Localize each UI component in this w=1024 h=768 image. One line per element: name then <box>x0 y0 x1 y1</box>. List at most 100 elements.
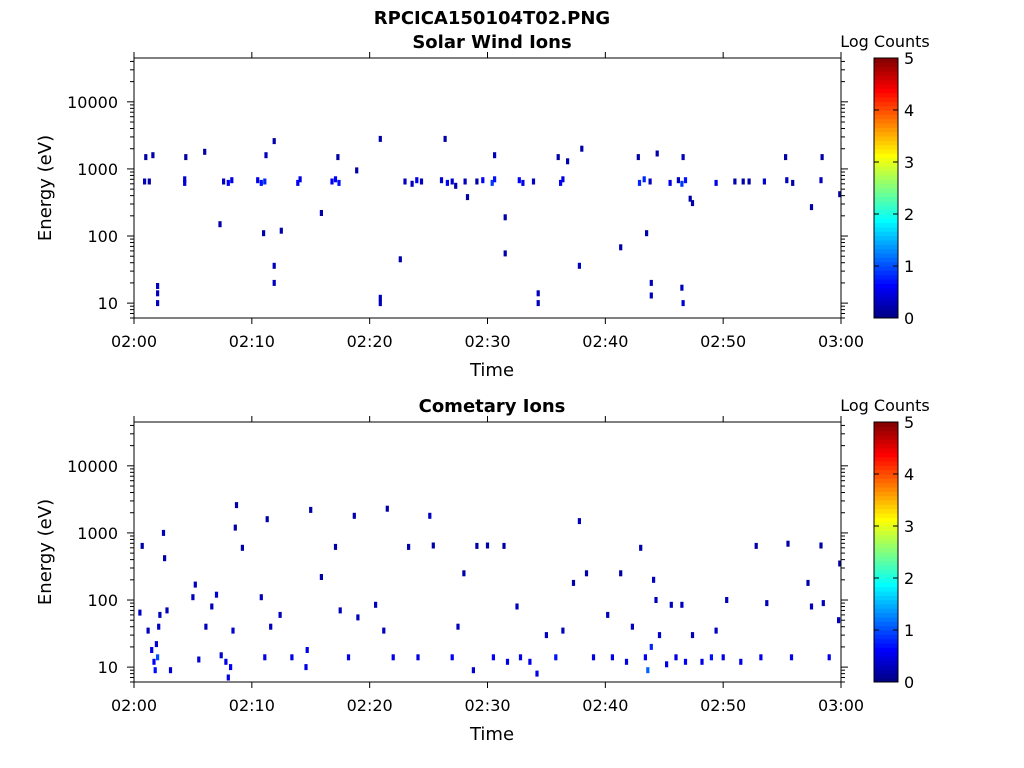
heatmap-cell <box>193 581 197 588</box>
colorbar-tick-label: 2 <box>904 205 914 224</box>
colorbar-segment <box>874 153 898 159</box>
heatmap-cell <box>279 227 283 234</box>
heatmap-cell <box>214 591 219 598</box>
heatmap-cell <box>809 603 814 610</box>
heatmap-cell <box>398 256 402 263</box>
colorbar-segment <box>874 144 898 150</box>
heatmap-cell <box>642 176 646 183</box>
heatmap-cell <box>333 176 338 183</box>
heatmap-cell <box>378 300 382 307</box>
colorbar-tick-label: 3 <box>904 153 914 172</box>
colorbar-segment <box>874 478 898 484</box>
cometary-x-label: Time <box>469 724 514 745</box>
heatmap-cell <box>403 178 407 185</box>
colorbar-segment <box>874 62 898 68</box>
heatmap-cell <box>491 654 495 661</box>
colorbar-segment <box>874 461 898 466</box>
heatmap-cell <box>445 179 449 186</box>
heatmap-cell <box>503 250 507 257</box>
colorbar-segment <box>874 92 898 98</box>
heatmap-cell <box>168 667 173 674</box>
solar-wind-axes: 02:00 02:10 02:20 02:30 02:40 02:50 03:00 10 100… <box>67 52 864 351</box>
heatmap-cell <box>559 179 563 186</box>
colorbar-segment <box>874 313 898 319</box>
cometary-plot-frame <box>133 421 842 683</box>
heatmap-cell <box>475 542 479 549</box>
colorbar-segment <box>874 539 898 544</box>
colorbar-segment <box>874 504 898 510</box>
heatmap-cell <box>278 611 282 618</box>
x-tick-label: 02:20 <box>347 332 393 351</box>
heatmap-cell <box>240 544 244 551</box>
colorbar-segment <box>874 97 898 102</box>
heatmap-cell <box>630 623 634 630</box>
colorbar-segment <box>874 214 898 219</box>
heatmap-cell <box>838 560 842 567</box>
colorbar-segment <box>874 205 898 211</box>
heatmap-cell <box>204 623 208 630</box>
heatmap-cell <box>837 617 841 624</box>
heatmap-cell <box>319 210 323 216</box>
heatmap-cell <box>337 179 341 186</box>
heatmap-cell <box>154 641 158 648</box>
colorbar-segment <box>874 608 898 614</box>
heatmap-cell <box>150 647 154 653</box>
heatmap-cell <box>646 667 650 674</box>
heatmap-cell <box>747 178 751 185</box>
x-tick-label: 02:30 <box>464 696 510 715</box>
heatmap-cell <box>665 661 669 668</box>
colorbar-segment <box>874 491 898 497</box>
colorbar-segment <box>874 638 898 644</box>
heatmap-cell <box>571 579 576 586</box>
colorbar-segment <box>874 118 898 124</box>
solar-wind-colorbar-label: Log Counts <box>840 32 930 51</box>
colorbar-tick-label: 5 <box>904 413 914 432</box>
heatmap-cell <box>309 506 313 513</box>
colorbar-segment <box>874 448 898 453</box>
heatmap-cell <box>690 632 695 639</box>
heatmap-cell <box>485 542 490 549</box>
heatmap-cell <box>714 179 718 186</box>
colorbar-segment <box>874 526 898 531</box>
heatmap-cell <box>680 180 684 187</box>
heatmap-cell <box>272 262 276 269</box>
heatmap-cell <box>428 512 432 519</box>
x-tick-label: 02:40 <box>582 696 628 715</box>
heatmap-cell <box>759 654 763 661</box>
heatmap-cell <box>156 283 160 289</box>
colorbar-segment <box>874 543 898 549</box>
heatmap-cell <box>456 623 460 630</box>
colorbar-segment <box>874 162 898 167</box>
heatmap-cell <box>652 576 656 583</box>
colorbar-segment <box>874 218 898 224</box>
colorbar-tick-label: 5 <box>904 49 914 68</box>
colorbar-segment <box>874 305 898 310</box>
colorbar-segment <box>874 123 898 128</box>
solar-wind-heatmap <box>143 135 842 307</box>
colorbar-segment <box>874 547 898 553</box>
heatmap-cell <box>269 623 273 630</box>
heatmap-cell <box>688 195 692 202</box>
colorbar-segment <box>874 235 898 241</box>
colorbar-segment <box>874 595 898 601</box>
heatmap-cell <box>806 579 810 586</box>
y-tick-label: 10 <box>98 294 118 313</box>
colorbar-segment <box>874 127 898 133</box>
x-tick-label: 03:00 <box>818 696 864 715</box>
heatmap-cell <box>272 279 276 286</box>
heatmap-cell <box>439 177 444 184</box>
heatmap-cell <box>265 516 269 523</box>
heatmap-cell <box>296 179 300 186</box>
cometary-panel: Cometary Ions 02:00 02:10 02:20 02:30 02:40 0… <box>35 396 930 745</box>
colorbar-segment <box>874 599 898 605</box>
colorbar-segment <box>874 552 898 557</box>
heatmap-cell <box>624 658 629 665</box>
heatmap-cell <box>163 555 167 562</box>
heatmap-cell <box>230 177 234 184</box>
colorbar-segment <box>874 578 898 583</box>
heatmap-cell <box>156 290 160 297</box>
heatmap-cell <box>471 667 475 674</box>
colorbar-segment <box>874 582 898 588</box>
heatmap-cell <box>503 214 507 221</box>
heatmap-cell <box>259 179 263 186</box>
